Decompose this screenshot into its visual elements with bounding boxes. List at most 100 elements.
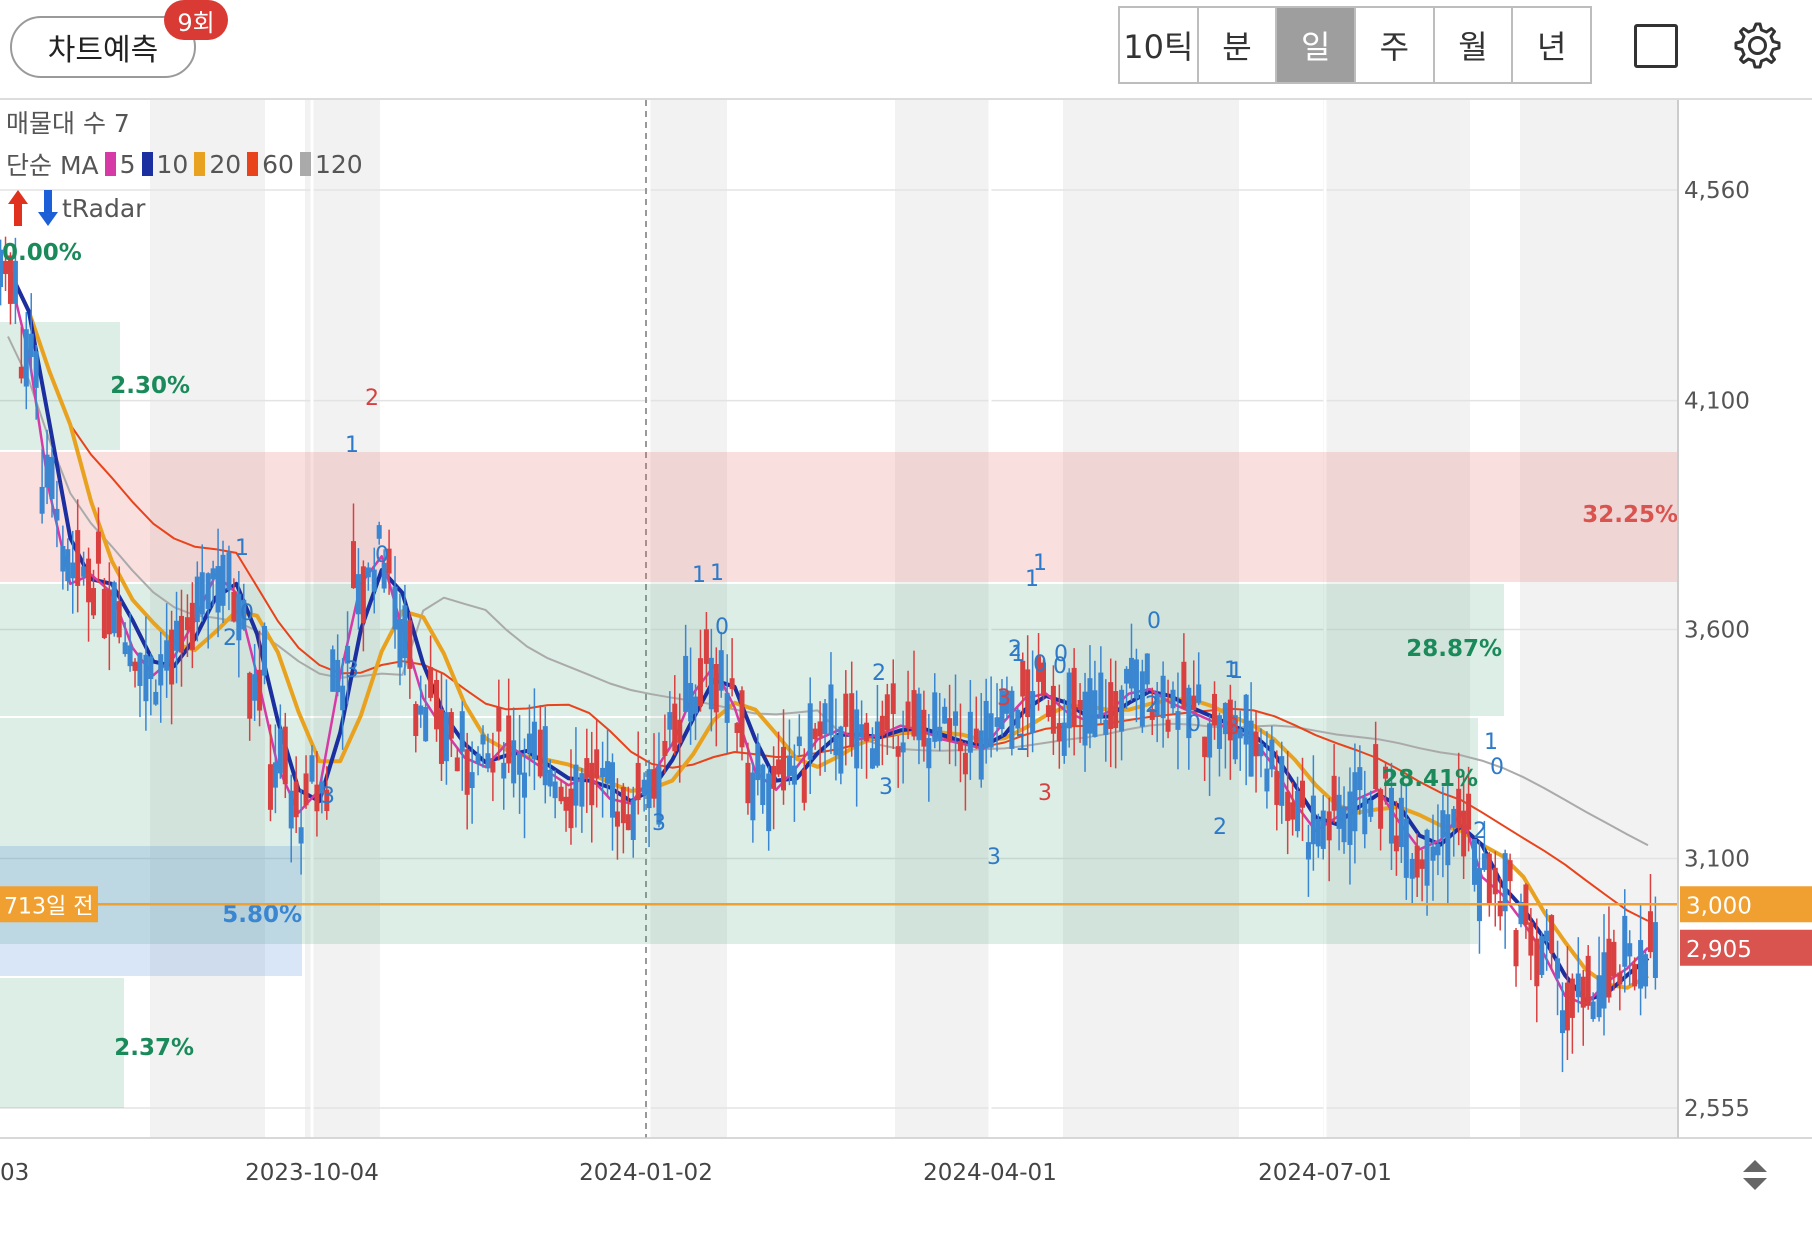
candle-body [1555,958,1561,979]
x-tick-label: 03 [0,1160,29,1186]
signal-mark: 1 [1224,658,1238,683]
candle-body [932,692,938,742]
candle-body [568,788,574,829]
candle-body [776,759,782,775]
ma5-label: 5 [119,149,136,179]
candle-body [1326,811,1332,841]
candle-body [1481,853,1487,870]
candle-body [127,645,133,667]
price-tag-box [1680,886,1812,923]
candle-body [18,366,24,379]
candle-body [755,743,761,781]
candle-body [942,706,948,724]
gear-icon[interactable] [1728,18,1784,74]
period-tab-week[interactable]: 주 [1356,8,1435,82]
candle-body [926,737,932,769]
month-band [1520,100,1678,1198]
candle-body [1331,775,1337,811]
candle-body [236,593,242,641]
candle-body [194,576,200,623]
candle-body [267,764,273,810]
candle-body [693,696,699,714]
candle-body [1606,938,1612,998]
y-tick-label: 4,100 [1684,389,1750,415]
candle-body [1285,791,1291,821]
signal-mark: 2 [1008,637,1022,662]
candle-body [1050,685,1056,734]
candle-body [724,693,730,723]
candle-body [1066,672,1072,729]
month-band [990,100,1063,1198]
signal-mark: 1 [710,561,724,586]
candle-body [1564,982,1570,1031]
candle-body [1414,845,1420,878]
candle-body [1403,818,1409,878]
candle-body [594,749,600,779]
candle-body [1596,975,1602,1018]
month-band [1239,100,1323,1198]
candle-body [688,683,694,722]
candle-body [330,649,336,692]
candle-body [584,758,590,778]
chart-predict-label: 차트예측 [47,33,159,68]
ma-legend: 단순 MA 5 10 20 60 120 [6,146,363,182]
candle-body [381,562,387,589]
candle-body [625,814,631,831]
candle-body [999,690,1005,730]
candle-body [1357,767,1363,791]
candle-body [132,661,138,671]
candle-body [1502,853,1508,912]
candle-body [605,761,611,784]
candle-body [475,753,481,764]
candle-body [1082,691,1088,746]
period-tab-tick[interactable]: 10틱 [1120,8,1199,82]
volume-zone [0,978,124,1108]
candle-body [1098,672,1104,719]
candle-body [766,773,772,832]
period-tab-month[interactable]: 월 [1435,8,1514,82]
candle-body [822,703,828,735]
candle-body [651,769,657,799]
candle-body [849,693,855,748]
period-tab-minute[interactable]: 분 [1199,8,1278,82]
candle-body [1222,702,1228,735]
candle-body [1092,690,1098,737]
candle-body [1071,667,1077,726]
candle-body [49,456,55,499]
candle-body [1419,859,1425,869]
signal-mark: 0 [1187,712,1201,737]
candle-body [1305,842,1311,860]
candle-body [983,700,989,749]
candle-body [537,729,543,777]
candle-body [1472,839,1478,885]
zone-label: 28.41% [1382,766,1478,792]
candle-body [869,748,875,769]
axis-scale-icon[interactable] [1743,1160,1767,1190]
candle-body [1647,911,1653,953]
candle-body [282,726,288,785]
tradar-legend: tRadar [6,188,145,228]
candle-body [298,827,304,844]
price-tag-label: 3,000 [1686,893,1752,919]
candle-body [854,709,860,769]
candle-body [1569,978,1575,1018]
candle-body [1248,720,1254,777]
candle-body [1186,687,1192,739]
period-tab-year[interactable]: 년 [1536,28,1567,66]
x-tick-label: 2024-07-01 [1258,1160,1392,1186]
candle-body [54,508,60,521]
month-band [1063,100,1239,1198]
candle-body [750,772,756,821]
candle-body [828,684,834,736]
period-tab-day[interactable]: 일 [1277,8,1357,82]
candle-body [884,694,890,731]
square-icon[interactable] [1634,24,1678,68]
candle-body [1154,694,1160,716]
candle-body [1310,795,1316,845]
signal-mark: 2 [1473,819,1487,844]
candle-body [86,558,92,603]
candle-body [1020,660,1026,697]
candle-body [1373,744,1379,790]
